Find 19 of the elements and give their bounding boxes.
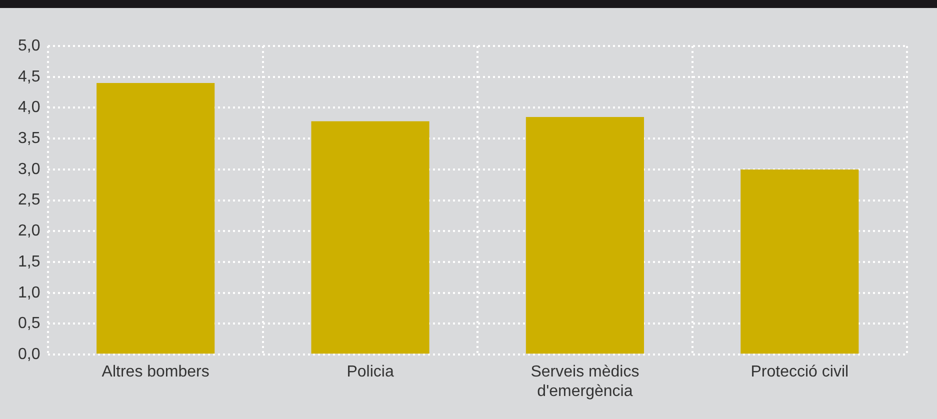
y-tick-label: 0,0	[18, 346, 40, 364]
x-tick-label: Serveis mèdics d'emergència	[530, 364, 640, 400]
bar	[740, 169, 859, 354]
y-tick-label: 5,0	[18, 37, 40, 54]
y-tick-label: 2,0	[18, 222, 40, 240]
x-tick-label: Policia	[346, 364, 394, 381]
bar	[96, 83, 215, 354]
y-tick-label: 3,5	[18, 130, 40, 147]
y-tick-label: 0,5	[18, 315, 40, 332]
y-tick-label: 3,0	[18, 160, 40, 178]
y-tick-label: 4,0	[18, 99, 40, 116]
y-tick-label: 1,5	[18, 253, 40, 270]
y-tick-label: 1,0	[18, 284, 40, 302]
x-tick-label: Altres bombers	[102, 364, 210, 381]
bar	[526, 116, 644, 354]
x-tick-label: Protecció civil	[750, 364, 849, 381]
y-tick-label: 4,5	[18, 68, 40, 86]
bar	[311, 121, 430, 354]
y-tick-label: 2,5	[18, 192, 40, 209]
